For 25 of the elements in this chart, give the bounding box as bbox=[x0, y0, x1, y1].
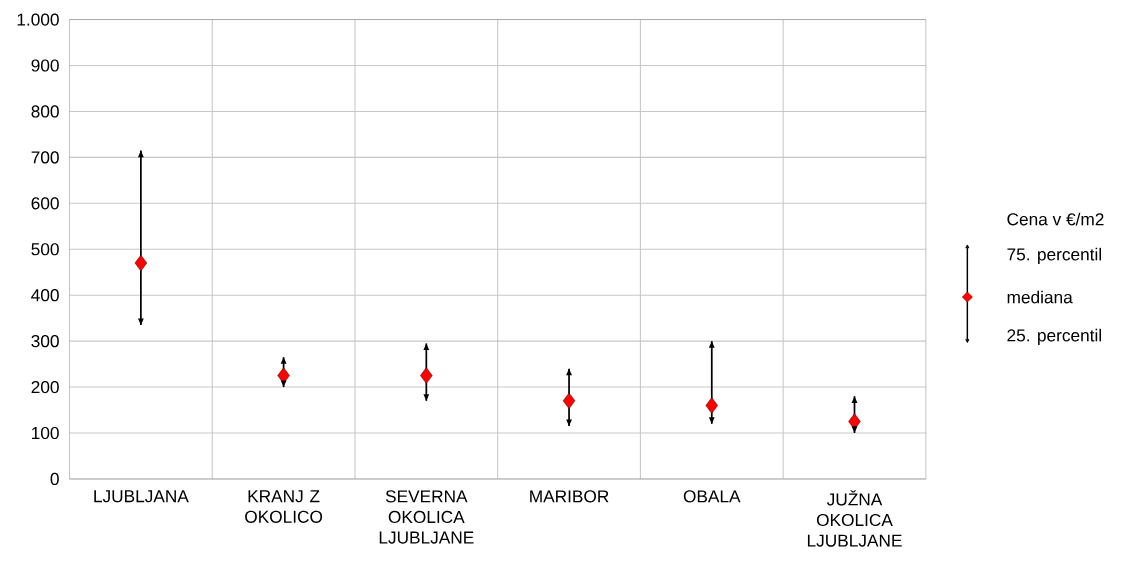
legend-label: mediana bbox=[1007, 290, 1073, 304]
x-tick-label: SEVERNA OKOLICA LJUBLJANE bbox=[379, 490, 474, 544]
x-tick-label: JUŽNA OKOLICA LJUBLJANE bbox=[807, 490, 902, 547]
x-tick-label: MARIBOR bbox=[530, 490, 609, 503]
y-tick-label: 300 bbox=[31, 335, 59, 348]
legend-title: Cena v €/m2 bbox=[1007, 212, 1104, 226]
y-tick-label: 1.000 bbox=[17, 13, 59, 26]
point bbox=[562, 392, 576, 410]
x-tick-label: OBALA bbox=[683, 490, 741, 503]
y-tick-label: 400 bbox=[31, 289, 59, 302]
x-tick-label: LJUBLJANA bbox=[94, 490, 189, 503]
point bbox=[420, 367, 433, 384]
y-tick-label: 200 bbox=[31, 381, 59, 394]
text: 75. percentil bbox=[1007, 248, 1102, 265]
y-tick-label: 700 bbox=[31, 151, 59, 164]
y-tick-label: 0 bbox=[50, 473, 59, 486]
y-tick-label: 500 bbox=[31, 243, 59, 256]
point bbox=[705, 397, 718, 414]
x-tick-label: KRANJ Z OKOLICO bbox=[245, 490, 323, 524]
y-tick-label: 900 bbox=[31, 59, 59, 72]
y-tick-label: 600 bbox=[31, 197, 59, 210]
y-tick-label: 100 bbox=[32, 427, 59, 440]
y-tick-label: 800 bbox=[31, 105, 59, 118]
text: 25. percentil bbox=[1007, 329, 1102, 346]
point bbox=[134, 255, 148, 272]
